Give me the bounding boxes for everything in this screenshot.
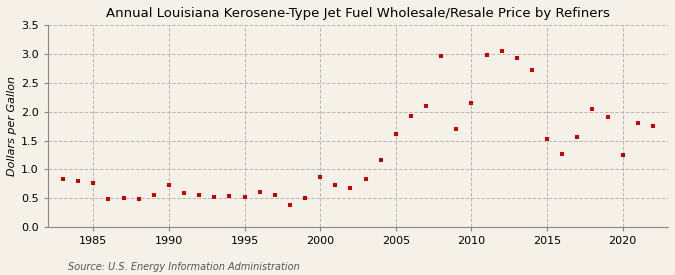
Point: [73, 179, 84, 183]
Point: [436, 54, 447, 58]
Point: [254, 190, 265, 195]
Point: [512, 55, 522, 60]
Point: [345, 186, 356, 190]
Point: [209, 195, 219, 199]
Point: [194, 193, 205, 197]
Point: [647, 124, 658, 128]
Point: [572, 135, 583, 139]
Point: [557, 152, 568, 156]
Point: [118, 196, 129, 200]
Point: [330, 183, 341, 187]
Point: [224, 194, 235, 199]
Point: [284, 203, 295, 207]
Y-axis label: Dollars per Gallon: Dollars per Gallon: [7, 76, 17, 176]
Point: [587, 107, 598, 112]
Point: [602, 115, 613, 119]
Point: [481, 53, 492, 57]
Point: [406, 114, 416, 119]
Point: [103, 197, 114, 201]
Point: [315, 175, 325, 179]
Point: [179, 191, 190, 195]
Point: [360, 176, 371, 181]
Point: [269, 192, 280, 197]
Point: [375, 158, 386, 162]
Point: [526, 68, 537, 72]
Title: Annual Louisiana Kerosene-Type Jet Fuel Wholesale/Resale Price by Refiners: Annual Louisiana Kerosene-Type Jet Fuel …: [106, 7, 610, 20]
Point: [390, 131, 401, 136]
Point: [239, 195, 250, 199]
Point: [88, 181, 99, 185]
Point: [541, 137, 552, 142]
Point: [632, 121, 643, 125]
Text: Source: U.S. Energy Information Administration: Source: U.S. Energy Information Administ…: [68, 262, 299, 272]
Point: [496, 49, 507, 53]
Point: [133, 197, 144, 202]
Point: [148, 193, 159, 197]
Point: [617, 153, 628, 157]
Point: [451, 127, 462, 131]
Point: [421, 104, 431, 108]
Point: [466, 100, 477, 105]
Point: [163, 183, 174, 187]
Point: [57, 176, 68, 181]
Point: [300, 196, 310, 200]
